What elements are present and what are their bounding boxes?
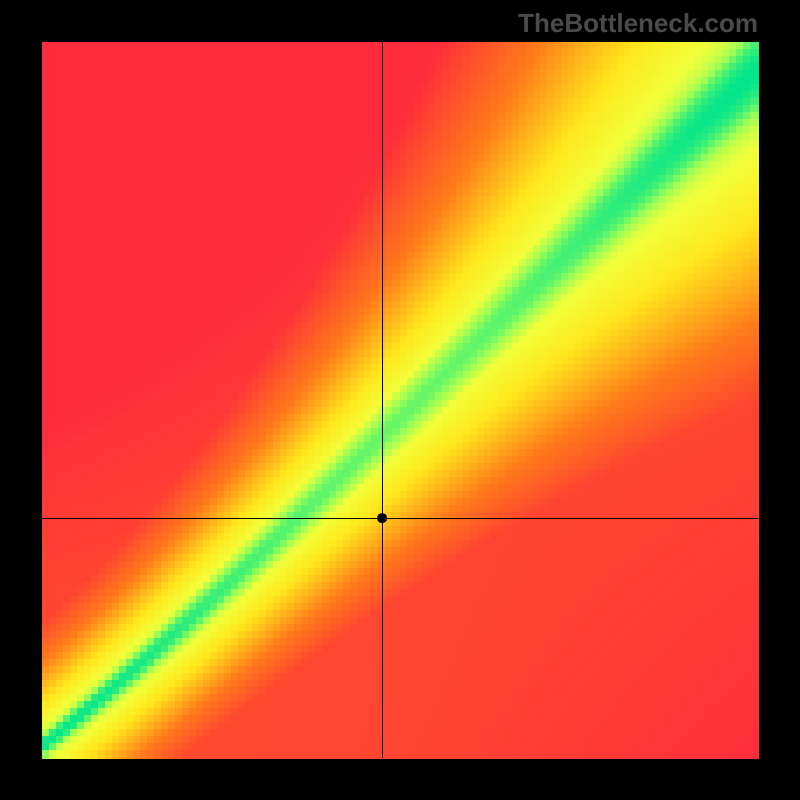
bottleneck-heatmap <box>0 0 800 800</box>
watermark-text: TheBottleneck.com <box>518 8 758 39</box>
chart-container: TheBottleneck.com <box>0 0 800 800</box>
